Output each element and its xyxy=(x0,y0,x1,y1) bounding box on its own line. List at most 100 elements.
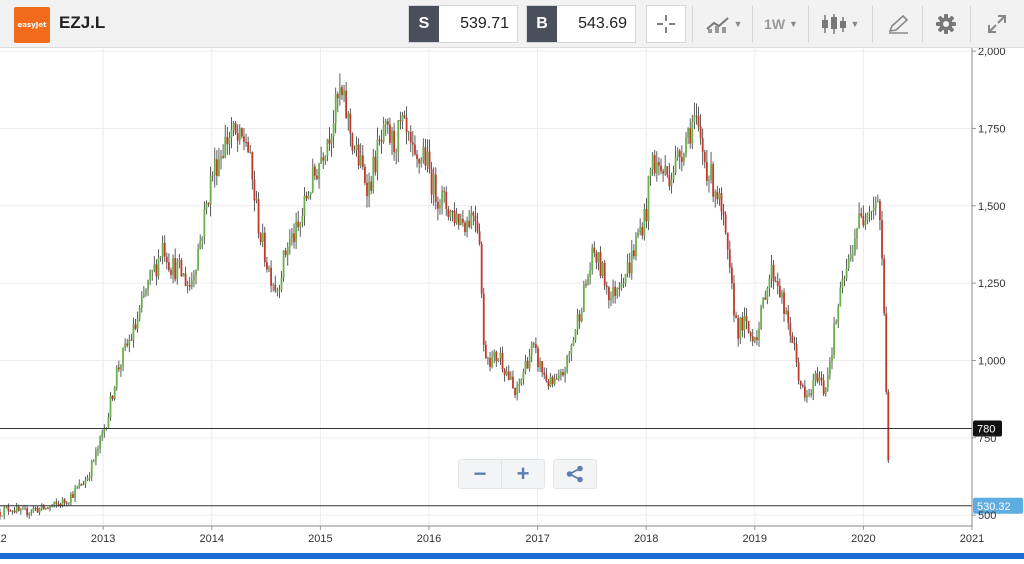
candle-body xyxy=(266,262,268,270)
sell-price-box[interactable]: S 539.71 xyxy=(408,5,518,43)
candle-body xyxy=(643,209,646,236)
candle-body xyxy=(868,211,871,214)
candle-body xyxy=(30,511,33,513)
candle-body xyxy=(451,210,454,212)
candle-body xyxy=(215,159,218,176)
draw-tool-button[interactable] xyxy=(878,5,918,43)
candle-body xyxy=(230,129,233,138)
y-tick-label: 1,250 xyxy=(978,278,1006,290)
candle-body xyxy=(705,161,708,181)
x-tick-label: 2019 xyxy=(743,533,767,545)
settings-button[interactable] xyxy=(928,5,964,43)
sell-label: S xyxy=(409,6,439,42)
buy-price-box[interactable]: B 543.69 xyxy=(526,5,636,43)
candle-body xyxy=(509,376,512,380)
candle-body xyxy=(309,192,312,196)
candle-body xyxy=(268,267,270,270)
candle-body xyxy=(193,275,195,281)
gear-icon xyxy=(936,14,956,34)
candle-body xyxy=(557,375,560,379)
candle-body xyxy=(620,283,623,289)
candle-body xyxy=(841,278,844,288)
candle-body xyxy=(785,310,788,314)
candle-body xyxy=(664,166,667,174)
price-tag-label: 530.32 xyxy=(977,501,1011,513)
candle-body xyxy=(647,176,650,222)
candle-body xyxy=(297,221,300,228)
fullscreen-button[interactable] xyxy=(978,5,1016,43)
candle-body xyxy=(445,191,448,209)
candle-body xyxy=(774,280,777,282)
candle-body xyxy=(72,494,74,498)
candle-body xyxy=(876,201,879,203)
candle-body xyxy=(607,287,610,301)
candle-body xyxy=(178,259,181,263)
candle-body xyxy=(401,115,404,122)
candle-body xyxy=(142,294,145,297)
candle-body xyxy=(232,123,235,130)
candle-body xyxy=(662,171,664,174)
y-tick-label: 2,000 xyxy=(978,48,1006,58)
candle-body xyxy=(270,267,272,286)
interval-select[interactable]: 1W ▼ xyxy=(758,5,804,43)
candle-body xyxy=(799,380,802,386)
x-tick-label: 2021 xyxy=(960,533,984,545)
grid xyxy=(0,48,973,526)
price-chart[interactable]: 780 530.32 500 750 1,000 1,250 1,500 1,750 2,00… xyxy=(0,46,1024,559)
candle-body xyxy=(5,506,8,508)
candlestick-button[interactable]: ▼ xyxy=(814,5,866,43)
candle-body xyxy=(555,378,558,380)
candle-body xyxy=(15,506,18,513)
candle-body xyxy=(874,201,877,208)
candle-body xyxy=(280,277,283,291)
candle-body xyxy=(658,162,660,166)
chart-area[interactable]: 780 530.32 500 750 1,000 1,250 1,500 1,750 2,00… xyxy=(0,46,1024,559)
zoom-in-button[interactable]: + xyxy=(501,459,545,489)
candle-body xyxy=(53,502,56,506)
sell-price: 539.71 xyxy=(460,15,509,32)
candle-body xyxy=(26,508,29,516)
candle-body xyxy=(391,130,393,143)
buy-label: B xyxy=(527,6,557,42)
candle-body xyxy=(153,264,156,271)
candle-body xyxy=(57,503,60,505)
candle-body xyxy=(92,460,95,462)
candle-body xyxy=(249,152,252,154)
candle-body xyxy=(313,166,316,176)
candle-body xyxy=(739,317,742,339)
candle-body xyxy=(795,343,798,363)
candle-body xyxy=(766,288,769,300)
candle-body xyxy=(501,353,504,370)
candle-body xyxy=(253,179,256,201)
chart-type-button[interactable]: ▼ xyxy=(700,5,748,43)
candle-body xyxy=(474,215,477,222)
candle-body xyxy=(530,343,533,356)
minus-icon: − xyxy=(473,461,487,486)
x-tick-label: 2012 xyxy=(0,533,7,545)
candle-body xyxy=(376,139,379,173)
candle-body xyxy=(879,201,881,221)
chevron-down-icon: ▼ xyxy=(789,19,798,29)
candle-body xyxy=(649,169,652,177)
candle-body xyxy=(389,124,391,143)
candle-body xyxy=(1,515,3,517)
candle-body xyxy=(263,232,266,263)
candle-body xyxy=(762,297,765,307)
candle-body xyxy=(670,179,673,187)
candle-body xyxy=(236,133,239,141)
candle-body xyxy=(284,250,287,256)
crosshair-button[interactable] xyxy=(646,5,686,43)
share-button[interactable] xyxy=(553,459,597,489)
candle-body xyxy=(357,144,360,166)
easyjet-logo: easyJet xyxy=(14,7,50,43)
candle-body xyxy=(487,358,489,360)
y-tick-label: 1,000 xyxy=(978,355,1006,367)
candle-body xyxy=(276,290,279,292)
zoom-out-button[interactable]: − xyxy=(458,459,502,489)
candle-body xyxy=(693,115,696,122)
candle-body xyxy=(568,353,571,356)
candle-body xyxy=(507,371,510,380)
candle-body xyxy=(587,276,589,285)
candle-body xyxy=(574,329,577,341)
candle-body xyxy=(787,310,790,323)
